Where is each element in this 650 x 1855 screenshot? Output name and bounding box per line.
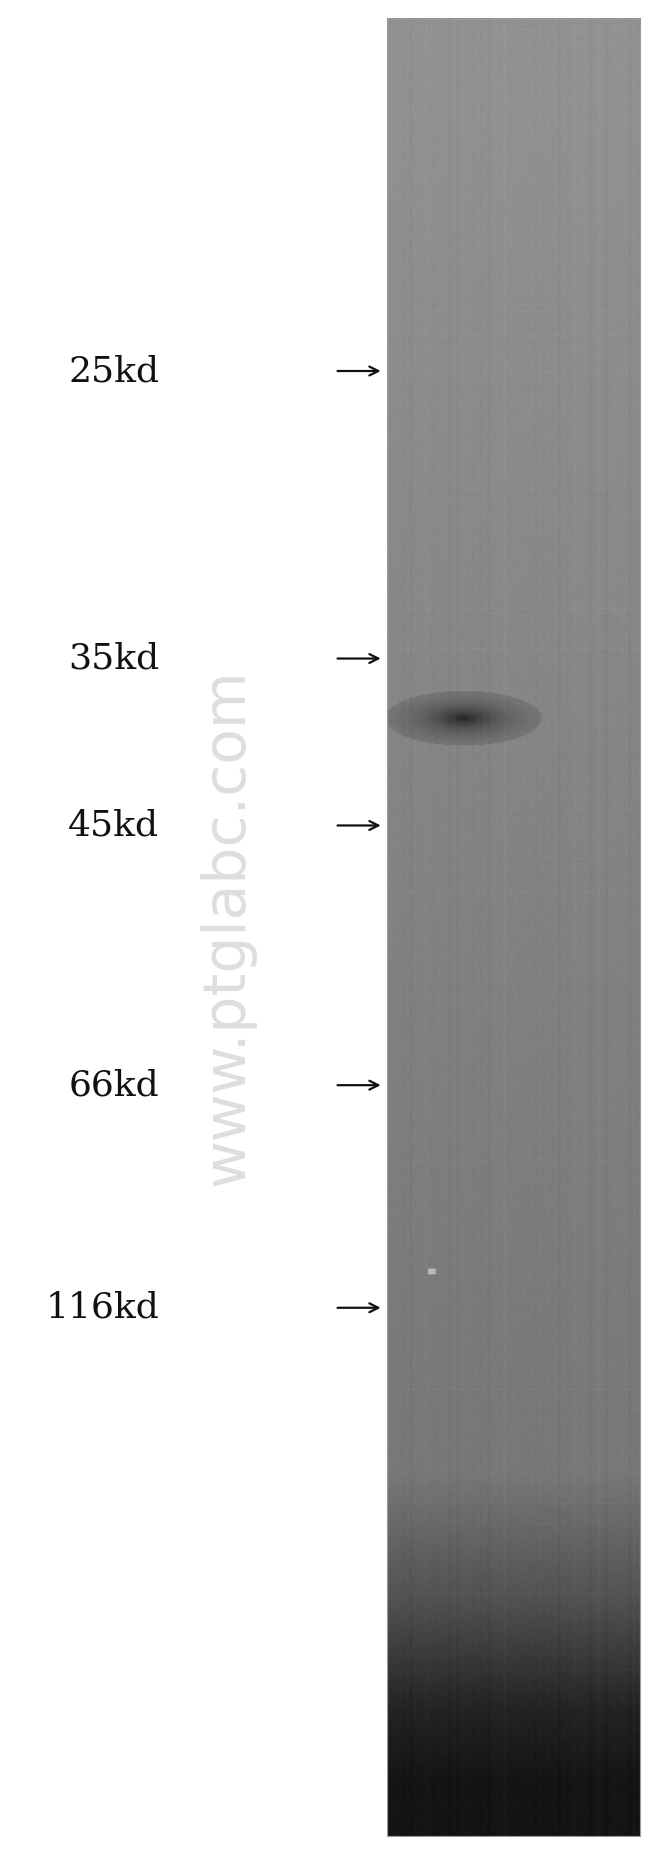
Text: 45kd: 45kd [68,809,159,842]
Text: www.ptglabc.com: www.ptglabc.com [199,668,256,1187]
Text: 66kd: 66kd [69,1068,159,1102]
Bar [387,19,640,1836]
Text: 25kd: 25kd [68,354,159,388]
Text: 35kd: 35kd [68,642,159,675]
Text: 116kd: 116kd [46,1291,159,1324]
